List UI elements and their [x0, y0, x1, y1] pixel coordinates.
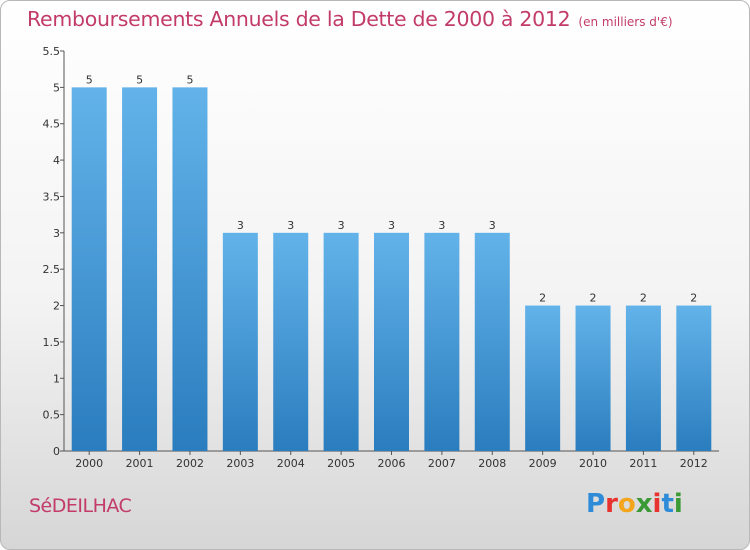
bar-2004	[273, 232, 309, 451]
data-label-2003: 3	[237, 219, 244, 232]
y-tick-label: 1	[53, 372, 60, 385]
logo-letter: x	[635, 489, 653, 519]
data-label-2008: 3	[489, 219, 496, 232]
bar-2007	[424, 232, 460, 451]
bar-2010	[575, 305, 611, 451]
y-tick-label: 0	[53, 445, 60, 458]
data-label-2004: 3	[287, 219, 294, 232]
data-label-2007: 3	[438, 219, 445, 232]
logo-letter: r	[605, 489, 618, 519]
data-label-2009: 2	[539, 292, 546, 305]
commune-name: SéDEILHAC	[29, 495, 132, 517]
bar-2008	[474, 232, 510, 451]
x-tick-label: 2010	[579, 457, 607, 470]
chart-subtitle: (en milliers d'€)	[578, 15, 673, 29]
y-tick-label: 0.5	[43, 409, 61, 422]
x-tick-label: 2003	[226, 457, 254, 470]
x-tick-label: 2008	[478, 457, 506, 470]
x-tick-label: 2007	[428, 457, 456, 470]
bar-2001	[122, 87, 158, 451]
x-tick-label: 2004	[277, 457, 305, 470]
chart-title-text: Remboursements Annuels de la Dette de 20…	[27, 7, 571, 31]
bar-2002	[172, 87, 208, 451]
logo-letter: o	[617, 489, 636, 519]
y-tick-label: 2	[53, 300, 60, 313]
logo-letter: P	[586, 489, 606, 519]
logo-letter: i	[652, 489, 662, 519]
bar-2006	[374, 232, 409, 451]
y-tick-label: 4.5	[43, 118, 61, 131]
y-tick-label: 5.5	[43, 45, 61, 58]
y-tick-label: 3	[53, 227, 60, 240]
data-label-2005: 3	[338, 219, 345, 232]
x-tick-label: 2001	[126, 457, 154, 470]
bar-2011	[625, 305, 661, 451]
data-label-2000: 5	[86, 73, 93, 86]
x-tick-label: 2009	[529, 457, 557, 470]
x-tick-label: 2002	[176, 457, 204, 470]
bar-2003	[222, 232, 258, 451]
x-tick-label: 2005	[327, 457, 355, 470]
y-tick-label: 5	[53, 81, 60, 94]
chart-title: Remboursements Annuels de la Dette de 20…	[27, 7, 673, 31]
y-tick-label: 2.5	[43, 263, 61, 276]
y-tick-label: 1.5	[43, 336, 61, 349]
logo-letter: i	[673, 489, 683, 519]
data-label-2001: 5	[136, 73, 143, 86]
bar-2000	[71, 87, 107, 451]
data-label-2006: 3	[388, 219, 395, 232]
data-label-2011: 2	[640, 292, 647, 305]
y-tick-label: 3.5	[43, 190, 61, 203]
data-label-2010: 2	[590, 292, 597, 305]
y-tick-label: 4	[53, 154, 60, 167]
logo-letter: t	[661, 489, 674, 519]
x-tick-label: 2011	[629, 457, 657, 470]
bar-2012	[676, 305, 712, 451]
proxiti-logo: Proxiti	[586, 489, 683, 519]
bar-2009	[525, 305, 561, 451]
x-tick-label: 2006	[378, 457, 406, 470]
x-tick-label: 2012	[680, 457, 708, 470]
x-tick-label: 2000	[75, 457, 103, 470]
data-label-2002: 5	[186, 73, 193, 86]
data-label-2012: 2	[690, 292, 697, 305]
bar-2005	[323, 232, 359, 451]
